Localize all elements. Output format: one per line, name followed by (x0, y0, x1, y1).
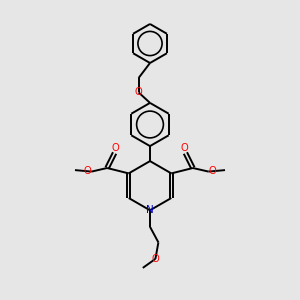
Text: O: O (209, 166, 217, 176)
Text: O: O (112, 143, 120, 153)
Text: O: O (152, 254, 159, 264)
Text: O: O (83, 166, 91, 176)
Text: N: N (146, 205, 154, 215)
Text: O: O (135, 87, 142, 98)
Text: O: O (180, 143, 188, 153)
